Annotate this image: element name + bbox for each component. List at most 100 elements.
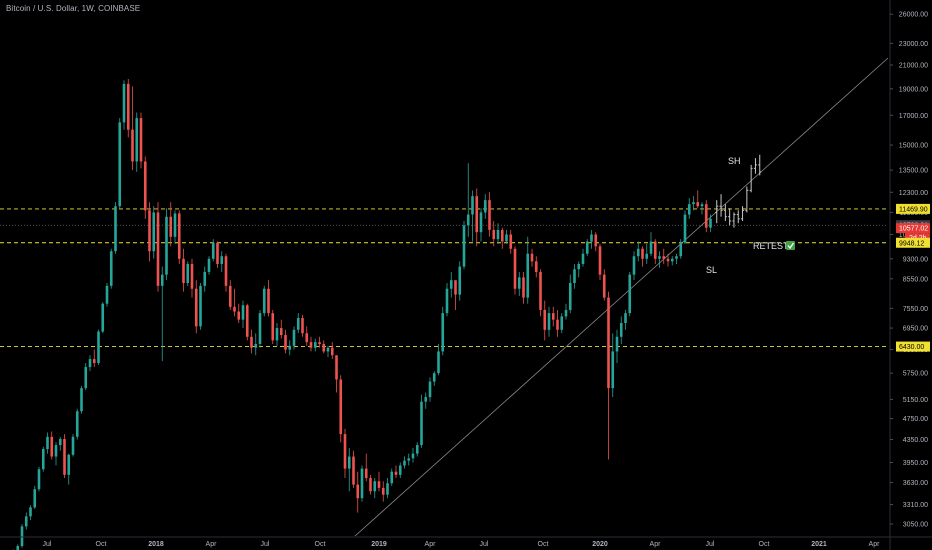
candle [267, 280, 270, 317]
x-tick-label: 2019 [371, 541, 387, 548]
candle [539, 269, 542, 317]
candle [683, 210, 687, 244]
candle [394, 465, 398, 479]
y-tick-label: 5750.00 [903, 371, 928, 378]
candle [54, 442, 58, 466]
projection-bar [736, 210, 740, 224]
candle [88, 355, 92, 372]
candle [216, 241, 219, 268]
projection-bar [741, 206, 745, 222]
candle [177, 210, 181, 264]
candle [594, 232, 598, 252]
candle [160, 266, 164, 362]
candle [496, 223, 500, 244]
projection-bar [745, 186, 749, 213]
projection-bar [749, 164, 753, 193]
candle [679, 239, 683, 259]
x-tick-label: Jul [480, 541, 489, 548]
y-tick-label: 26000.00 [899, 12, 928, 19]
candle [641, 246, 644, 267]
candle [245, 303, 249, 341]
candle [475, 188, 479, 247]
candle [330, 342, 334, 360]
y-tick-label: 21000.00 [899, 63, 928, 70]
candle [326, 345, 330, 358]
projection-bars [715, 154, 762, 228]
candle [284, 329, 287, 354]
candle [398, 462, 402, 479]
candle [560, 313, 564, 334]
candle [80, 385, 83, 414]
candle [649, 232, 653, 257]
projection-bar [715, 200, 719, 224]
candle [75, 408, 79, 440]
x-tick-label: Apr [206, 541, 218, 548]
candle [135, 112, 139, 172]
candle [301, 314, 304, 337]
time-axis: Jul Oct 2018 Apr Jul Oct 2019 Apr Jul Oct 2020 Apr J… [0, 536, 932, 548]
trendline-layer [354, 57, 889, 537]
ascending-trendline[interactable] [354, 57, 889, 537]
candle [169, 202, 173, 247]
candle [551, 306, 555, 327]
x-tick-label: Oct [96, 541, 107, 548]
candle [122, 80, 126, 130]
candle [292, 326, 296, 350]
y-tick-label: 17000.00 [899, 113, 928, 120]
candle [602, 269, 606, 301]
x-tick-label: Apr [425, 541, 437, 548]
candle [403, 456, 406, 469]
candle [228, 280, 232, 310]
y-tick-label: 4750.00 [903, 416, 928, 423]
candle [109, 248, 113, 289]
candle [207, 256, 211, 275]
x-tick-label: Jul [706, 541, 715, 548]
check-icon [786, 241, 795, 250]
annotation-sl: SL [706, 265, 717, 275]
candle [598, 243, 602, 281]
level-tag-9948.12 [896, 237, 930, 248]
candle [675, 253, 678, 264]
candle [526, 236, 530, 304]
candle [670, 256, 674, 266]
candle [377, 471, 381, 492]
y-tick-label: 4350.00 [903, 437, 928, 444]
candle [381, 481, 385, 502]
x-tick-label: Jul [261, 541, 270, 548]
candle [71, 434, 75, 457]
candle [16, 544, 20, 550]
candle [139, 112, 143, 169]
y-tick-label: 3630.00 [903, 480, 928, 487]
candle [143, 156, 147, 219]
candle [92, 349, 96, 368]
candle [97, 329, 100, 366]
candle [479, 208, 483, 242]
candle [29, 505, 32, 521]
y-tick-label: 13500.00 [899, 168, 928, 175]
candle [658, 251, 661, 268]
candle [20, 524, 24, 548]
projection-bar [758, 154, 762, 176]
candle [275, 322, 279, 346]
candle [339, 375, 343, 443]
projection-bar [723, 204, 727, 222]
candle [700, 202, 704, 215]
bid-price-text: 10577.02 [899, 226, 928, 233]
level-tag-11469.90 [896, 203, 930, 214]
candle [505, 229, 508, 244]
candle [420, 394, 423, 448]
y-tick-label: 3050.00 [903, 522, 928, 529]
candle [564, 303, 568, 320]
bid-price-tag [896, 223, 930, 234]
candle [152, 206, 156, 259]
candle [492, 221, 496, 247]
candle [271, 309, 275, 344]
candle [530, 248, 534, 267]
level-tag-text: 9948.12 [899, 240, 924, 247]
candle [437, 343, 440, 376]
candle [615, 329, 619, 364]
candle [666, 253, 670, 267]
candle [41, 446, 45, 472]
candle [335, 355, 338, 393]
